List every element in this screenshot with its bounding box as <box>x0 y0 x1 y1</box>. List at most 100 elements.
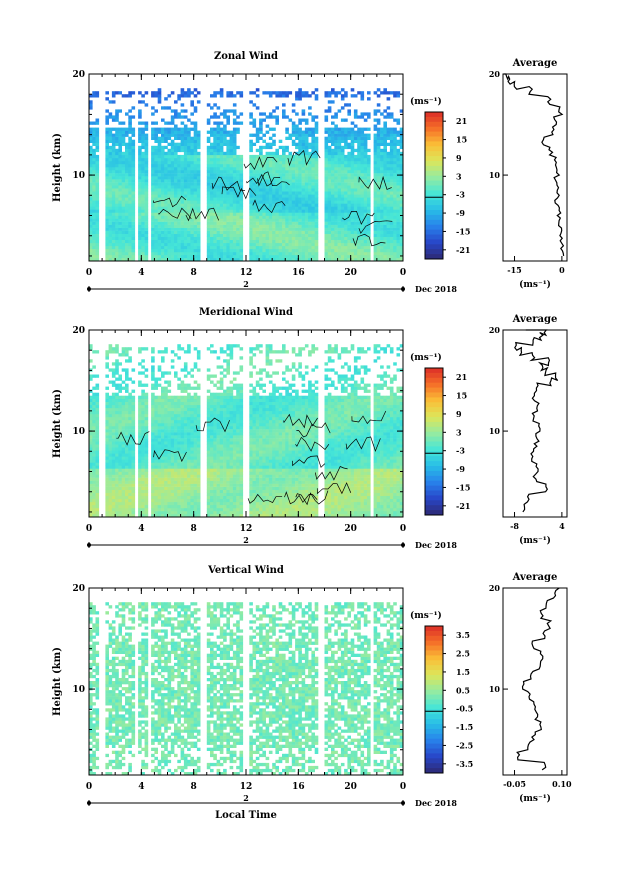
heatmap-cell <box>108 398 113 402</box>
heatmap-cell <box>105 142 109 146</box>
heatmap-cell <box>399 200 404 204</box>
heatmap-cell <box>353 124 358 128</box>
heatmap-cell <box>131 115 136 119</box>
heatmap-cell <box>327 239 332 244</box>
heatmap-cell <box>232 200 237 204</box>
heatmap-cell <box>125 206 129 210</box>
heatmap-cell <box>311 251 315 256</box>
heatmap-cell <box>125 164 129 168</box>
heatmap-cell <box>92 176 96 180</box>
heatmap-cell <box>216 167 221 171</box>
heatmap-cell <box>340 176 345 180</box>
heatmap-cell <box>399 248 404 253</box>
heatmap-cell <box>304 133 309 137</box>
heatmap-cell <box>255 239 260 244</box>
heatmap-cell <box>282 148 286 153</box>
heatmap-cell <box>347 142 351 146</box>
heatmap-cell <box>154 459 158 463</box>
heatmap-cell <box>337 242 342 247</box>
heatmap-cell <box>125 167 129 171</box>
heatmap-cell <box>360 200 365 204</box>
heatmap-cell <box>210 227 214 231</box>
heatmap-cell <box>213 236 217 240</box>
heatmap-cell <box>340 258 345 262</box>
heatmap-cell <box>89 103 93 107</box>
heatmap-cell <box>138 495 142 500</box>
heatmap-cell <box>363 118 368 122</box>
heatmap-cell <box>327 203 332 207</box>
heatmap-cell <box>154 404 158 409</box>
heatmap-cell <box>399 154 404 159</box>
heatmap-cell <box>331 121 335 125</box>
heatmap-cell <box>311 227 315 231</box>
heatmap-cell <box>324 145 329 150</box>
heatmap-cell <box>291 230 296 234</box>
colorbar-segment <box>425 195 443 201</box>
heatmap-cell <box>308 236 312 240</box>
heatmap-cell <box>157 191 162 195</box>
heatmap-cell <box>229 176 234 180</box>
heatmap-cell <box>121 173 126 177</box>
heatmap-cell <box>259 197 263 201</box>
heatmap-cell <box>344 176 348 180</box>
heatmap-cell <box>229 254 234 259</box>
heatmap-cell <box>259 221 263 225</box>
heatmap-cell <box>324 139 329 143</box>
heatmap-cell <box>278 188 283 192</box>
heatmap-cell <box>121 459 126 463</box>
heatmap-cell <box>324 242 329 247</box>
heatmap-cell <box>301 136 306 140</box>
heatmap-cell <box>190 197 194 201</box>
heatmap-cell <box>219 194 224 198</box>
heatmap-cell <box>131 139 136 143</box>
heatmap-cell <box>210 133 214 137</box>
heatmap-cell <box>138 139 142 143</box>
heatmap-cell <box>180 227 185 231</box>
heatmap-cell <box>353 245 358 250</box>
heatmap-cell <box>193 245 198 250</box>
heatmap-cell <box>219 224 224 228</box>
heatmap-cell <box>138 148 142 153</box>
heatmap-cell <box>262 176 266 180</box>
heatmap-cell <box>239 236 244 240</box>
heatmap-cell <box>232 230 237 234</box>
heatmap-cell <box>187 157 191 162</box>
heatmap-cell <box>282 170 286 174</box>
heatmap-cell <box>141 389 145 393</box>
heatmap-cell <box>105 160 109 165</box>
heatmap-cell <box>89 480 93 484</box>
heatmap-cell <box>216 221 221 225</box>
heatmap-cell <box>262 154 266 159</box>
heatmap-cell <box>131 432 136 436</box>
heatmap-cell <box>396 191 401 195</box>
heatmap-cell <box>216 136 221 140</box>
heatmap-cell <box>95 495 100 500</box>
heatmap-cell <box>151 245 155 250</box>
heatmap-cell <box>141 215 145 219</box>
heatmap-cell <box>327 139 332 143</box>
heatmap-cell <box>154 377 158 381</box>
heatmap-cell <box>131 489 136 493</box>
heatmap-cell <box>144 215 149 219</box>
heatmap-cell <box>236 154 240 159</box>
heatmap-cell <box>393 173 397 177</box>
heatmap-cell <box>190 100 194 104</box>
heatmap-cell <box>196 182 201 186</box>
heatmap-cell <box>350 197 355 201</box>
heatmap-cell <box>213 112 217 116</box>
heatmap-cell <box>223 133 227 137</box>
heatmap-cell <box>157 489 162 493</box>
heatmap-cell <box>141 480 145 484</box>
heatmap-cell <box>304 160 309 165</box>
heatmap-cell <box>151 368 155 372</box>
heatmap-cell <box>213 170 217 174</box>
heatmap-cell <box>105 392 109 396</box>
heatmap-cell <box>111 401 116 406</box>
heatmap-cell <box>298 258 302 262</box>
heatmap-cell <box>89 447 93 451</box>
heatmap-cell <box>308 167 312 171</box>
heatmap-cell <box>131 389 136 393</box>
heatmap-cell <box>157 447 162 451</box>
heatmap-cell <box>295 230 299 234</box>
heatmap-cell <box>144 182 149 186</box>
